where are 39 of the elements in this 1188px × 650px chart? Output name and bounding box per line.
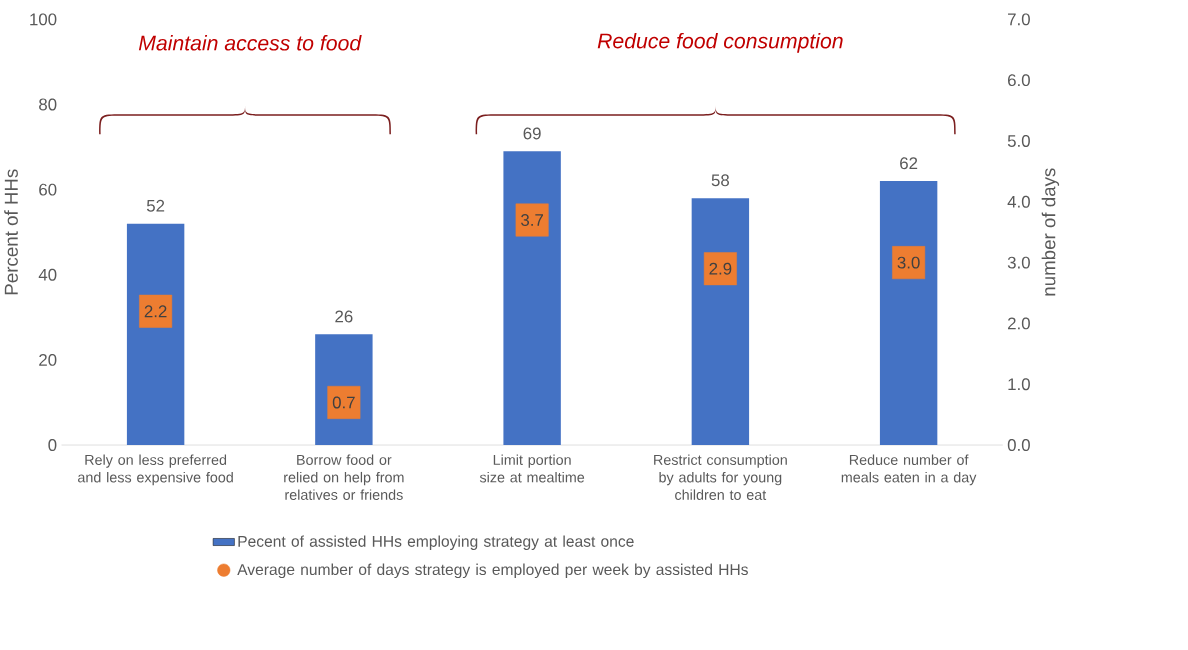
y-tick-label: 20 <box>39 354 57 366</box>
data-label: 62 <box>900 157 918 170</box>
data-label: 69 <box>523 127 541 140</box>
annotation: Reduce food consumption <box>597 32 843 53</box>
data-label: 58 <box>711 174 729 187</box>
y2-tick-label: 0.0 <box>1007 439 1030 452</box>
y2-tick-label: 7.0 <box>1008 13 1030 26</box>
y2-tick-label: 5.0 <box>1007 135 1030 148</box>
y2-tick-label: 3.0 <box>1007 256 1030 269</box>
y2-tick-label: 2.0 <box>1008 317 1030 330</box>
annotation: Maintain access to food <box>138 35 362 51</box>
legend-label: Average number of days strategy is employed per week by assisted HHs <box>237 563 748 579</box>
y2-tick-label: 6.0 <box>1008 74 1030 87</box>
bar <box>691 198 750 446</box>
y2-tick-label: 1.0 <box>1008 378 1030 391</box>
y2-tick-label: 4.0 <box>1007 195 1030 208</box>
x-tick-label: Limit portion size at mealtime <box>479 454 585 483</box>
bar <box>879 181 938 446</box>
data-label: 26 <box>335 310 353 323</box>
y2-axis-title: number of days <box>1041 168 1060 296</box>
y-axis-title: Percent of HHs <box>4 169 18 295</box>
y-tick-label: 40 <box>38 268 57 281</box>
x-tick-label: Rely on less preferred and less expensive food <box>78 454 233 486</box>
x-tick-label: Restrict consumption by adults for young children to eat <box>654 454 787 501</box>
legend-label: Pecent of assisted HHs employing strategy at least once <box>238 535 634 551</box>
data-label: 0.7 <box>332 396 355 409</box>
data-label: 2.2 <box>144 305 167 318</box>
data-label: 2.9 <box>709 262 732 275</box>
bar <box>503 151 561 446</box>
y-tick-label: 100 <box>30 13 57 26</box>
x-tick-label: Borrow food or relied on help from relatives or friends <box>284 454 404 501</box>
bar <box>126 223 185 446</box>
data-label: 52 <box>146 199 165 212</box>
x-tick-label: Reduce number of meals eaten in a day <box>841 454 977 486</box>
y-tick-label: 60 <box>39 183 57 196</box>
data-label: 3.7 <box>521 214 543 227</box>
y-tick-label: 80 <box>39 98 57 111</box>
y-tick-label: 0 <box>48 439 57 452</box>
data-label: 3.0 <box>897 256 920 269</box>
